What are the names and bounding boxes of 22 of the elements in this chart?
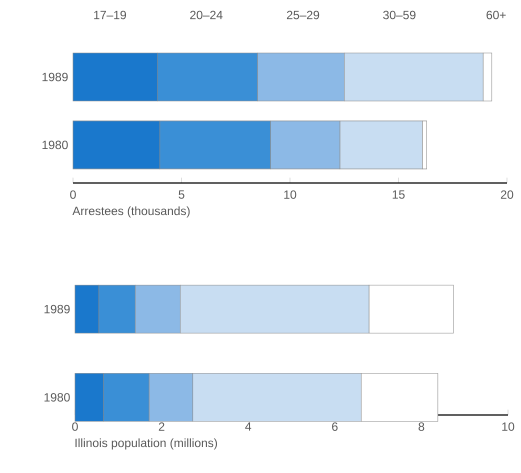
- x-tick-label: 0: [72, 422, 78, 431]
- text: 60+: [486, 10, 506, 20]
- y-tick-label: 1989: [42, 72, 68, 82]
- y-tick-label: 1989: [44, 304, 70, 314]
- x-tick-label: 4: [245, 422, 252, 431]
- x-tick-label: 0: [70, 190, 76, 199]
- x-tick-label: 2: [158, 422, 164, 431]
- x-tick-label: 6: [332, 422, 338, 431]
- text: 20–24: [190, 10, 223, 20]
- y-tick-label: 1980: [44, 393, 70, 402]
- x-tick-label: 5: [178, 190, 184, 199]
- y-tick-label: 1980: [42, 140, 68, 150]
- text: 25–29: [286, 10, 320, 20]
- x-tick-label: 10: [502, 422, 514, 431]
- x-axis-title: Illinois population (millions): [75, 438, 217, 450]
- text: 30–59: [383, 10, 416, 20]
- x-tick-label: 15: [392, 190, 405, 199]
- x-tick-label: 8: [418, 422, 424, 431]
- text: 17–19: [94, 10, 126, 20]
- x-axis-title: Arrestees (thousands): [72, 206, 190, 218]
- x-tick-label: 10: [284, 190, 296, 199]
- x-tick-label: 20: [500, 190, 514, 199]
